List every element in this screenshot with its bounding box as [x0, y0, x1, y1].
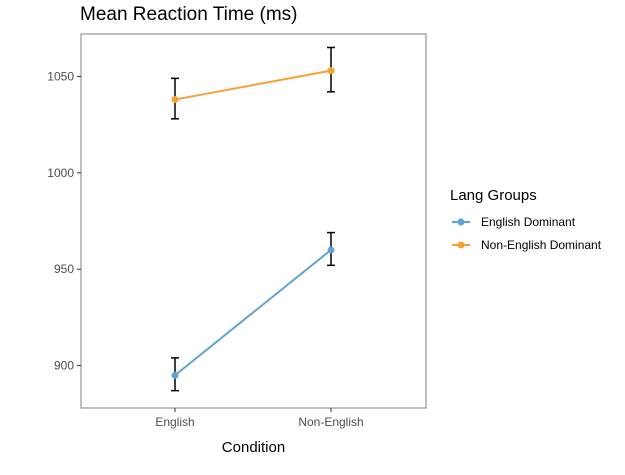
- y-tick-label: 950: [54, 262, 74, 276]
- legend-title: Lang Groups: [450, 187, 537, 204]
- x-axis-title: Condition: [222, 439, 285, 456]
- chart-title: Mean Reaction Time (ms): [80, 4, 298, 25]
- y-tick-label: 1050: [47, 69, 74, 83]
- series-line: [174, 69, 332, 101]
- series-line: [174, 249, 332, 377]
- legend-key-point: [457, 241, 465, 249]
- legend-item: Non-English Dominant: [452, 238, 602, 252]
- legend-label: Non-English Dominant: [481, 238, 602, 252]
- plot-panel: [80, 33, 427, 409]
- x-tick-label: English: [155, 415, 194, 429]
- x-tick-label: Non-English: [298, 415, 363, 429]
- legend-label: English Dominant: [481, 215, 576, 229]
- legend-item: English Dominant: [452, 215, 576, 229]
- data-point: [327, 67, 335, 75]
- legend: Lang Groups English Dominant Non-English …: [450, 187, 602, 252]
- legend-key-point: [457, 218, 465, 226]
- y-tick-label: 1000: [47, 166, 74, 180]
- data-point: [171, 96, 179, 104]
- data-point: [171, 371, 179, 379]
- series-0: [171, 231, 335, 392]
- data-point: [327, 246, 335, 254]
- y-axis: 900 950 1000 1050: [47, 69, 81, 373]
- series-1: [171, 46, 335, 120]
- y-tick-label: 900: [54, 359, 74, 373]
- series-layer: [171, 46, 335, 392]
- x-axis: English Non-English: [155, 408, 364, 429]
